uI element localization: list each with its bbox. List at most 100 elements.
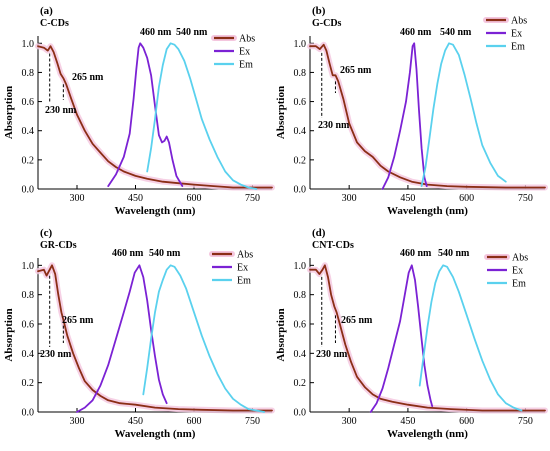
sample-label: GR-CDs — [40, 240, 77, 251]
x-tick-label: 600 — [187, 193, 202, 204]
panel-a: 0.0 0.2 0.4 0.6 0.8 1.0 300 450 600 750 Wavelength… — [3, 5, 275, 217]
y-tick-label: 0.2 — [22, 378, 35, 389]
peak-annotation: 230 nm — [45, 105, 77, 116]
series-line-ex — [107, 42, 184, 187]
y-tick-label: 0.6 — [22, 320, 35, 331]
panel-d: 0.0 0.2 0.4 0.6 0.8 1.0 300 450 600 750 Wavelength… — [275, 227, 548, 440]
legend-entry: Em — [511, 42, 525, 53]
x-axis-label: Wavelength (nm) — [387, 205, 468, 217]
series-line-ex — [381, 42, 428, 190]
legend-entry: Ex — [239, 47, 250, 58]
peak-annotation: 460 nm — [400, 248, 432, 259]
legend-entry: Ex — [511, 29, 522, 40]
peak-annotation: 265 nm — [341, 315, 373, 326]
panel-b: 0.0 0.2 0.4 0.6 0.8 1.0 300 450 600 750 Wavelength… — [275, 5, 548, 217]
legend-entry: Ex — [512, 266, 523, 277]
legend-entry: Abs — [237, 250, 253, 261]
peak-annotation: 230 nm — [40, 349, 72, 360]
x-tick-label: 450 — [128, 416, 143, 427]
series-line-em — [420, 42, 507, 187]
x-tick-label: 300 — [70, 193, 85, 204]
x-tick-label: 600 — [459, 416, 474, 427]
x-tick-label: 450 — [400, 416, 415, 427]
y-axis-label: Absorption — [275, 308, 287, 361]
peak-annotation: 265 nm — [340, 65, 372, 76]
peak-annotation: 540 nm — [440, 27, 472, 38]
peak-annotation: 460 nm — [112, 248, 144, 259]
legend-entry: Em — [512, 279, 526, 290]
sample-label: G-CDs — [312, 18, 342, 29]
series-line-ex — [369, 264, 434, 413]
y-tick-label: 0.8 — [294, 68, 307, 79]
panel-c: 0.0 0.2 0.4 0.6 0.8 1.0 300 450 600 750 Wavelength… — [3, 227, 275, 440]
x-axis-label: Wavelength (nm) — [115, 205, 196, 217]
x-axis-label: Wavelength (nm) — [115, 428, 196, 440]
x-tick-label: 450 — [128, 193, 143, 204]
panel-label: (a) — [40, 5, 53, 17]
y-tick-label: 0.4 — [294, 126, 307, 137]
peak-annotation: 460 nm — [140, 27, 172, 38]
legend-entry: Em — [239, 60, 253, 71]
x-tick-label: 750 — [518, 416, 533, 427]
y-tick-label: 0.6 — [294, 97, 307, 108]
y-tick-label: 0.4 — [294, 349, 307, 360]
y-tick-label: 0.4 — [22, 349, 35, 360]
x-tick-label: 300 — [342, 416, 357, 427]
legend-entry: Em — [237, 276, 251, 287]
peak-annotation: 265 nm — [72, 72, 104, 83]
peak-annotation: 460 nm — [400, 27, 432, 38]
series-line-abs — [309, 264, 546, 412]
legend-entry: Abs — [239, 34, 255, 45]
panel-label: (d) — [312, 227, 326, 239]
x-axis-label: Wavelength (nm) — [387, 428, 468, 440]
y-tick-label: 0.4 — [22, 126, 35, 137]
y-tick-label: 0.6 — [294, 320, 307, 331]
peak-annotation: 265 nm — [62, 315, 94, 326]
y-tick-label: 0.0 — [294, 408, 307, 419]
panel-label: (c) — [40, 227, 53, 239]
legend-entry: Ex — [237, 263, 248, 274]
panel-label: (b) — [312, 5, 326, 17]
series-halo-abs — [35, 262, 275, 414]
peak-annotation: 540 nm — [438, 248, 470, 259]
series-line-ex — [76, 264, 168, 413]
x-tick-label: 750 — [245, 193, 260, 204]
y-tick-label: 1.0 — [294, 261, 307, 272]
x-tick-label: 450 — [400, 193, 415, 204]
y-tick-label: 0.8 — [294, 290, 307, 301]
x-tick-label: 750 — [245, 416, 260, 427]
y-tick-label: 1.0 — [22, 261, 35, 272]
x-tick-label: 600 — [187, 416, 202, 427]
y-tick-label: 0.6 — [22, 97, 35, 108]
series-line-em — [142, 264, 266, 413]
sample-label: C-CDs — [40, 18, 69, 29]
peak-annotation: 230 nm — [316, 349, 348, 360]
series-line-abs — [309, 43, 546, 189]
y-tick-label: 0.0 — [294, 185, 307, 196]
series-line-abs — [37, 45, 273, 189]
y-tick-label: 0.8 — [22, 290, 35, 301]
peak-annotation: 540 nm — [149, 248, 181, 259]
x-tick-label: 300 — [342, 193, 357, 204]
y-tick-label: 1.0 — [22, 39, 35, 50]
sample-label: CNT-CDs — [312, 240, 354, 251]
y-axis-label: Absorption — [3, 86, 15, 139]
y-axis-label: Absorption — [275, 86, 287, 139]
y-tick-label: 0.0 — [22, 408, 35, 419]
y-tick-label: 0.8 — [22, 68, 35, 79]
legend-entry: Abs — [511, 16, 527, 27]
x-tick-label: 750 — [518, 193, 533, 204]
y-tick-label: 1.0 — [294, 39, 307, 50]
y-tick-label: 0.2 — [22, 155, 35, 166]
peak-annotation: 540 nm — [176, 27, 208, 38]
x-tick-label: 300 — [70, 416, 85, 427]
series-line-abs — [37, 264, 273, 412]
y-axis-label: Absorption — [3, 308, 15, 361]
y-tick-label: 0.0 — [22, 185, 35, 196]
series-line-em — [418, 264, 523, 412]
y-tick-label: 0.2 — [294, 155, 307, 166]
legend-entry: Abs — [512, 253, 528, 264]
y-tick-label: 0.2 — [294, 378, 307, 389]
series-line-em — [146, 42, 258, 190]
